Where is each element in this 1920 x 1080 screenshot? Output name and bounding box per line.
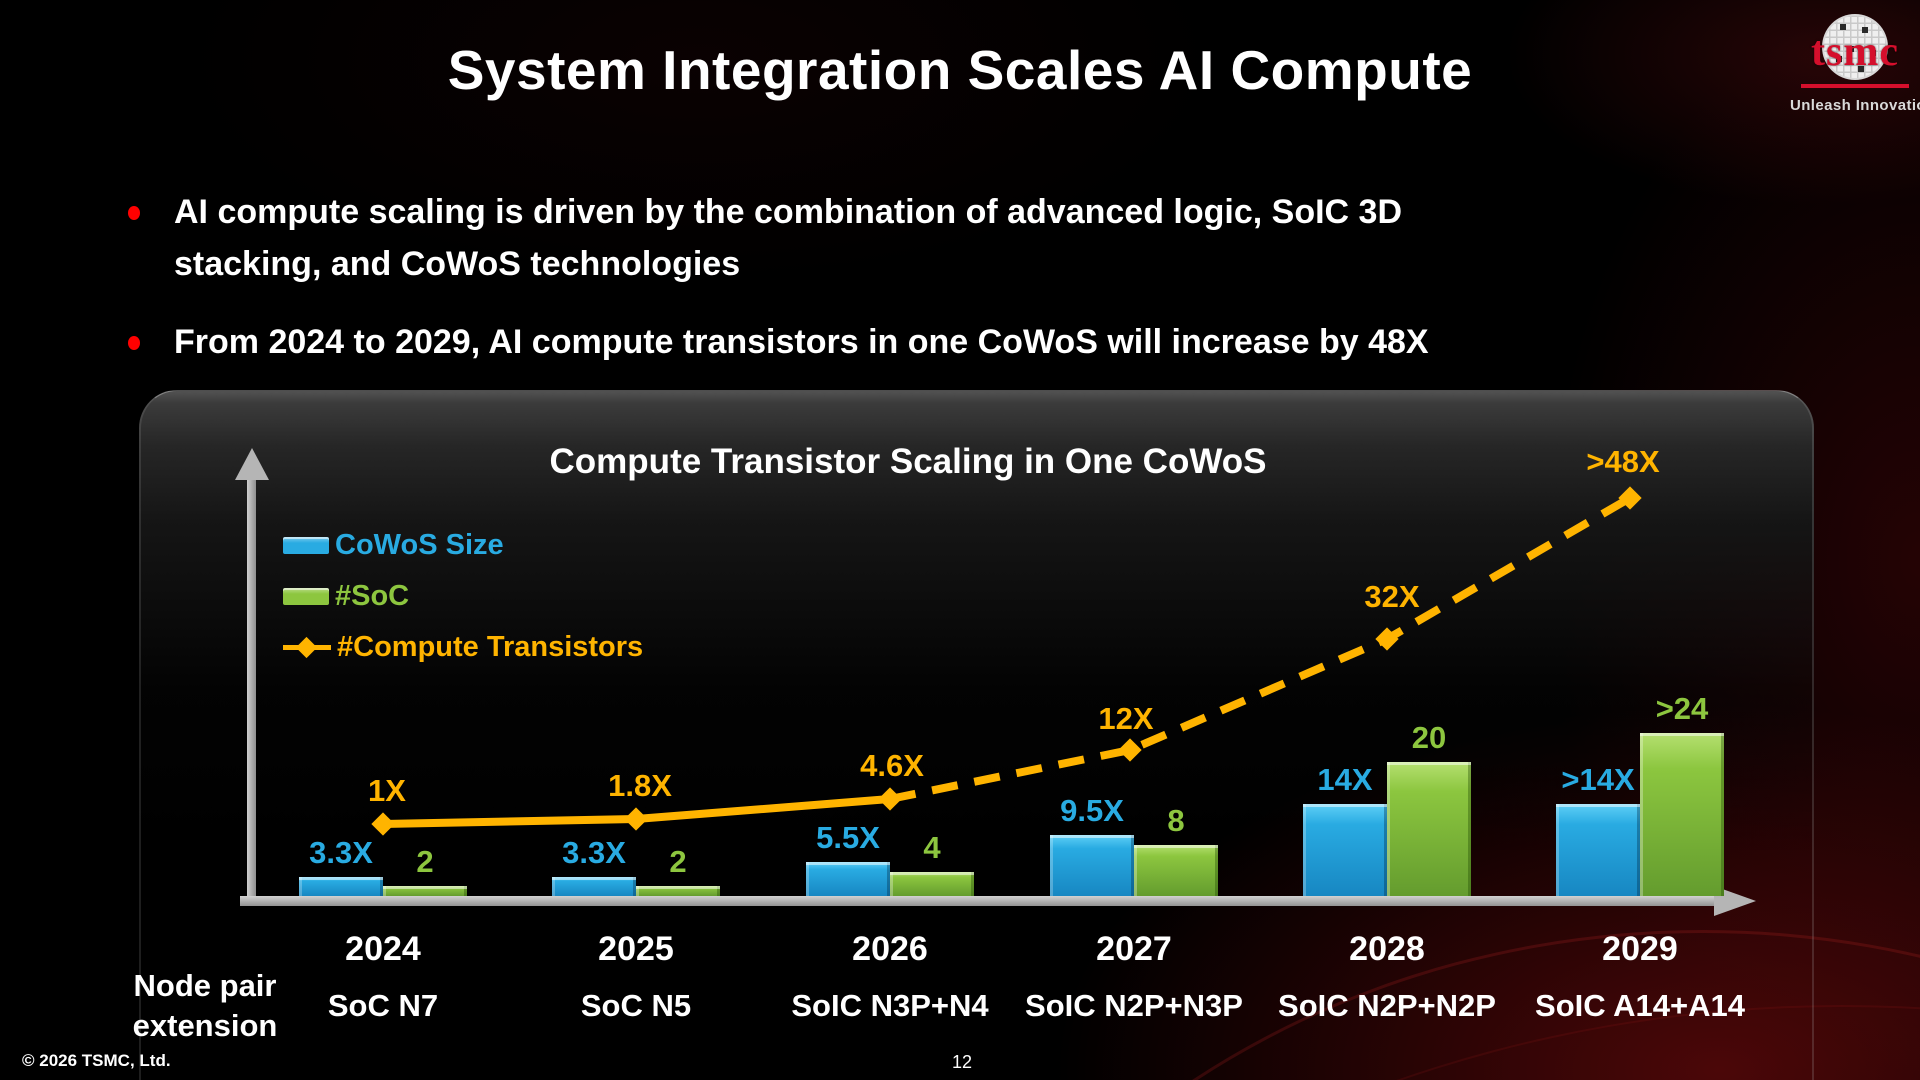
soc-value-label: 2 [416, 844, 434, 879]
node-pair-label: SoIC N2P+N3P [1025, 988, 1243, 1023]
legend-label: CoWoS Size [335, 529, 504, 561]
cowos-size-value-label: >14X [1561, 762, 1635, 797]
cowos-size-value-label: 14X [1317, 762, 1373, 797]
legend-label: #Compute Transistors [337, 631, 644, 663]
transistor-value-label: 1X [368, 773, 406, 808]
tsmc-logo: tsmc Unleash Innovation [1790, 14, 1920, 114]
soc-bar [1134, 845, 1218, 896]
cowos-size-value-label: 5.5X [816, 820, 880, 855]
legend-line-marker [283, 636, 331, 659]
bullet-item: AI compute scaling is driven by the comb… [128, 186, 1788, 290]
node-pair-label: SoIC A14+A14 [1535, 988, 1745, 1023]
soc-bar [1640, 733, 1724, 896]
cowos-size-value-label: 9.5X [1060, 793, 1124, 828]
legend-row: #SoC [283, 571, 643, 622]
cowos-size-bar [1303, 804, 1387, 896]
legend-swatch-soc [283, 588, 329, 605]
x-axis-year-label: 2027 [1096, 930, 1172, 968]
soc-value-label: >24 [1655, 691, 1709, 726]
chart-panel [139, 390, 1814, 1080]
transistor-value-label: 1.8X [608, 768, 672, 803]
legend-swatch-cowos [283, 537, 329, 554]
x-axis-year-label: 2029 [1602, 930, 1678, 968]
soc-value-label: 4 [923, 830, 941, 865]
transistor-value-label: >48X [1586, 444, 1660, 479]
cowos-size-bar [552, 877, 636, 896]
cowos-size-bar [806, 862, 890, 896]
logo-tagline: Unleash Innovation [1790, 97, 1920, 114]
page-title: System Integration Scales AI Compute [447, 39, 1473, 101]
node-pair-label: SoC N5 [580, 988, 692, 1023]
logo-underline [1801, 84, 1909, 88]
node-pair-label: SoIC N3P+N4 [791, 988, 989, 1023]
soc-value-label: 2 [669, 844, 687, 879]
node-pair-label: SoC N7 [327, 988, 439, 1023]
legend-diamond-icon [295, 636, 318, 659]
wafer-cells [1840, 24, 1846, 30]
tsmc-logo-text: tsmc [1811, 29, 1899, 75]
cowos-size-bar [1556, 804, 1640, 896]
bullet-text: From 2024 to 2029, AI compute transistor… [174, 323, 1429, 361]
node-pair-extension-label: Node pair extension [132, 968, 278, 1043]
x-axis-year-label: 2028 [1349, 930, 1425, 968]
x-axis-year-label: 2024 [345, 930, 421, 968]
x-axis [240, 896, 1714, 906]
legend-label: #SoC [335, 580, 410, 612]
transistor-value-label: 12X [1098, 701, 1154, 736]
y-axis-arrowhead-icon [235, 448, 269, 480]
bullet-list: AI compute scaling is driven by the comb… [128, 186, 1788, 394]
page-number: 12 [952, 1052, 973, 1072]
chart-title: Compute Transistor Scaling in One CoWoS [549, 442, 1267, 481]
copyright-text: © 2026 TSMC, Ltd. [22, 1051, 171, 1070]
wafer-icon [1822, 14, 1888, 80]
soc-value-label: 20 [1411, 720, 1447, 755]
bullet-text: AI compute scaling is driven by the comb… [174, 193, 1403, 283]
bullet-dot [128, 206, 140, 220]
soc-bar [636, 886, 720, 896]
soc-bar [890, 872, 974, 896]
x-axis-year-label: 2026 [852, 930, 928, 968]
bullet-dot [128, 336, 140, 350]
cowos-size-value-label: 3.3X [309, 835, 373, 870]
y-axis [247, 478, 256, 906]
cowos-size-value-label: 3.3X [562, 835, 626, 870]
node-pair-label: SoIC N2P+N2P [1278, 988, 1496, 1023]
legend-row: #Compute Transistors [283, 622, 643, 673]
soc-bar [383, 886, 467, 896]
bullet-item: From 2024 to 2029, AI compute transistor… [128, 316, 1788, 368]
cowos-size-bar [1050, 835, 1134, 896]
chart-legend: CoWoS Size #SoC #Compute Transistors [283, 520, 643, 673]
soc-value-label: 8 [1167, 803, 1185, 838]
soc-bar [1387, 762, 1471, 896]
transistor-value-label: 4.6X [860, 748, 924, 783]
cowos-size-bar [299, 877, 383, 896]
legend-row: CoWoS Size [283, 520, 643, 571]
transistor-value-label: 32X [1364, 579, 1420, 614]
x-axis-year-label: 2025 [598, 930, 674, 968]
